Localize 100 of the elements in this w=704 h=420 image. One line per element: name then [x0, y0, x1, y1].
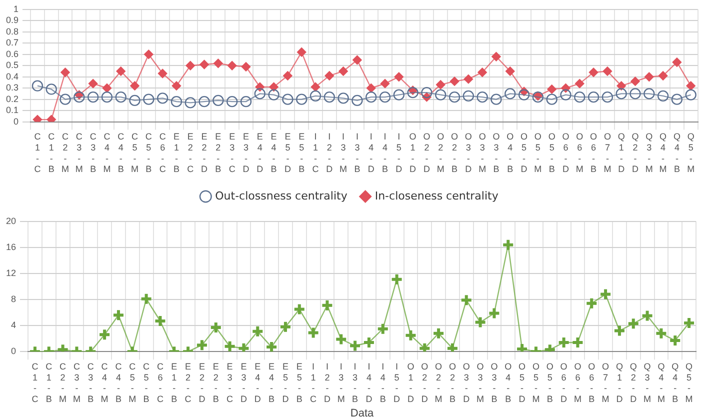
x-tick-label: E4-B [270, 132, 277, 174]
x-tick-label: E2-D [201, 132, 208, 174]
point [644, 72, 654, 82]
point [101, 91, 113, 103]
x-tick-label: E2-B [215, 132, 222, 174]
x-tick-label: C4-M [100, 361, 108, 404]
point [612, 324, 626, 338]
x-tick-label: C2-M [59, 361, 67, 404]
x-tick-label: C5-M [131, 132, 139, 174]
point [46, 84, 57, 95]
point [504, 88, 516, 100]
point [102, 83, 112, 93]
x-tick-label: O6-B [588, 361, 596, 404]
x-tick-label: E3-D [240, 361, 248, 404]
point [144, 50, 154, 59]
point [435, 89, 446, 100]
x-tick-label: O2-B [448, 361, 456, 404]
x-tick-label: O4-B [506, 132, 514, 174]
x-tick-label: O1-D [409, 132, 417, 174]
x-tick-label: C3-B [90, 132, 97, 174]
point [334, 332, 348, 346]
x-tick-label: E5-D [284, 132, 292, 174]
x-tick-label: O6-M [576, 132, 584, 174]
point [557, 336, 570, 349]
point [320, 298, 334, 312]
x-tick-label: C4-B [118, 132, 125, 174]
point [599, 288, 612, 301]
x-tick-label: Q3-M [645, 132, 653, 174]
x-tick-label: O6-B [590, 132, 598, 174]
point [671, 94, 683, 105]
point [502, 238, 515, 252]
point [338, 66, 348, 76]
x-tick-label: O5-B [546, 361, 554, 404]
point [186, 61, 195, 70]
point [130, 81, 140, 90]
point [602, 66, 612, 76]
x-tick-label: O2-M [434, 361, 442, 404]
y-tick-label: 0.9 [6, 15, 19, 26]
x-tick-label: I5-D [394, 361, 401, 404]
x-tick-label: O5-B [548, 132, 556, 174]
y-tick-label: 0.3 [6, 82, 19, 93]
x-tick-label: I3-M [340, 132, 348, 174]
point [143, 94, 154, 105]
point [418, 342, 432, 352]
point [490, 94, 502, 105]
x-axis-title: Data [350, 407, 374, 420]
point [98, 328, 112, 342]
point [547, 84, 556, 94]
x-tick-label: C5-B [145, 132, 152, 174]
x-tick-label: I4-D [368, 132, 375, 174]
x-tick-label: E3-D [242, 132, 250, 174]
x-tick-label: C1-B [46, 361, 53, 404]
x-tick-label: I3-B [354, 132, 360, 174]
point [366, 91, 377, 103]
x-tick-label: Q4-M [659, 132, 667, 174]
point [212, 94, 224, 106]
point [654, 326, 668, 340]
x-tick-label: E1-B [173, 132, 180, 174]
x-tick-label: O1-D [407, 361, 414, 404]
y-tick-label: 8 [10, 294, 16, 304]
x-tick-label: Q2-D [630, 361, 638, 404]
point [278, 320, 292, 334]
y-tick-label: 0.7 [6, 38, 19, 48]
point [158, 68, 168, 78]
point [366, 83, 376, 93]
point [87, 91, 99, 103]
point [450, 76, 460, 86]
point [156, 92, 168, 104]
point [380, 78, 390, 88]
x-tick-label: O3-B [490, 361, 498, 404]
x-tick-label: C4-B [115, 361, 122, 404]
point [488, 306, 501, 320]
point [154, 314, 167, 328]
x-tick-label: O6-D [562, 132, 570, 174]
x-tick-label: E3-C [228, 132, 236, 174]
point [658, 71, 668, 80]
point [685, 89, 696, 100]
x-tick-label: Q3-M [644, 361, 652, 404]
point [462, 90, 474, 102]
point [352, 94, 363, 106]
point [292, 302, 306, 316]
x-tick-label: C4-M [103, 132, 111, 174]
point [506, 66, 515, 76]
point [268, 89, 280, 100]
x-tick-label: O2-B [451, 132, 458, 174]
point [644, 88, 655, 100]
x-tick-label: C1-C [32, 361, 39, 404]
x-tick-label: O3-M [478, 132, 486, 174]
y-tick-label: 0.8 [6, 26, 19, 36]
x-tick-label: O5-M [532, 361, 540, 404]
x-tick-label: O5-M [534, 132, 542, 174]
point [32, 80, 44, 92]
x-tick-label: O6-M [574, 361, 582, 404]
point [393, 89, 405, 100]
x-tick-label: O3-D [464, 132, 472, 174]
point [404, 328, 418, 342]
point [338, 92, 349, 104]
y-tick-label: 0.6 [6, 48, 19, 59]
x-tick-label: O7-M [604, 132, 612, 174]
x-tick-label: C3-M [75, 132, 83, 174]
